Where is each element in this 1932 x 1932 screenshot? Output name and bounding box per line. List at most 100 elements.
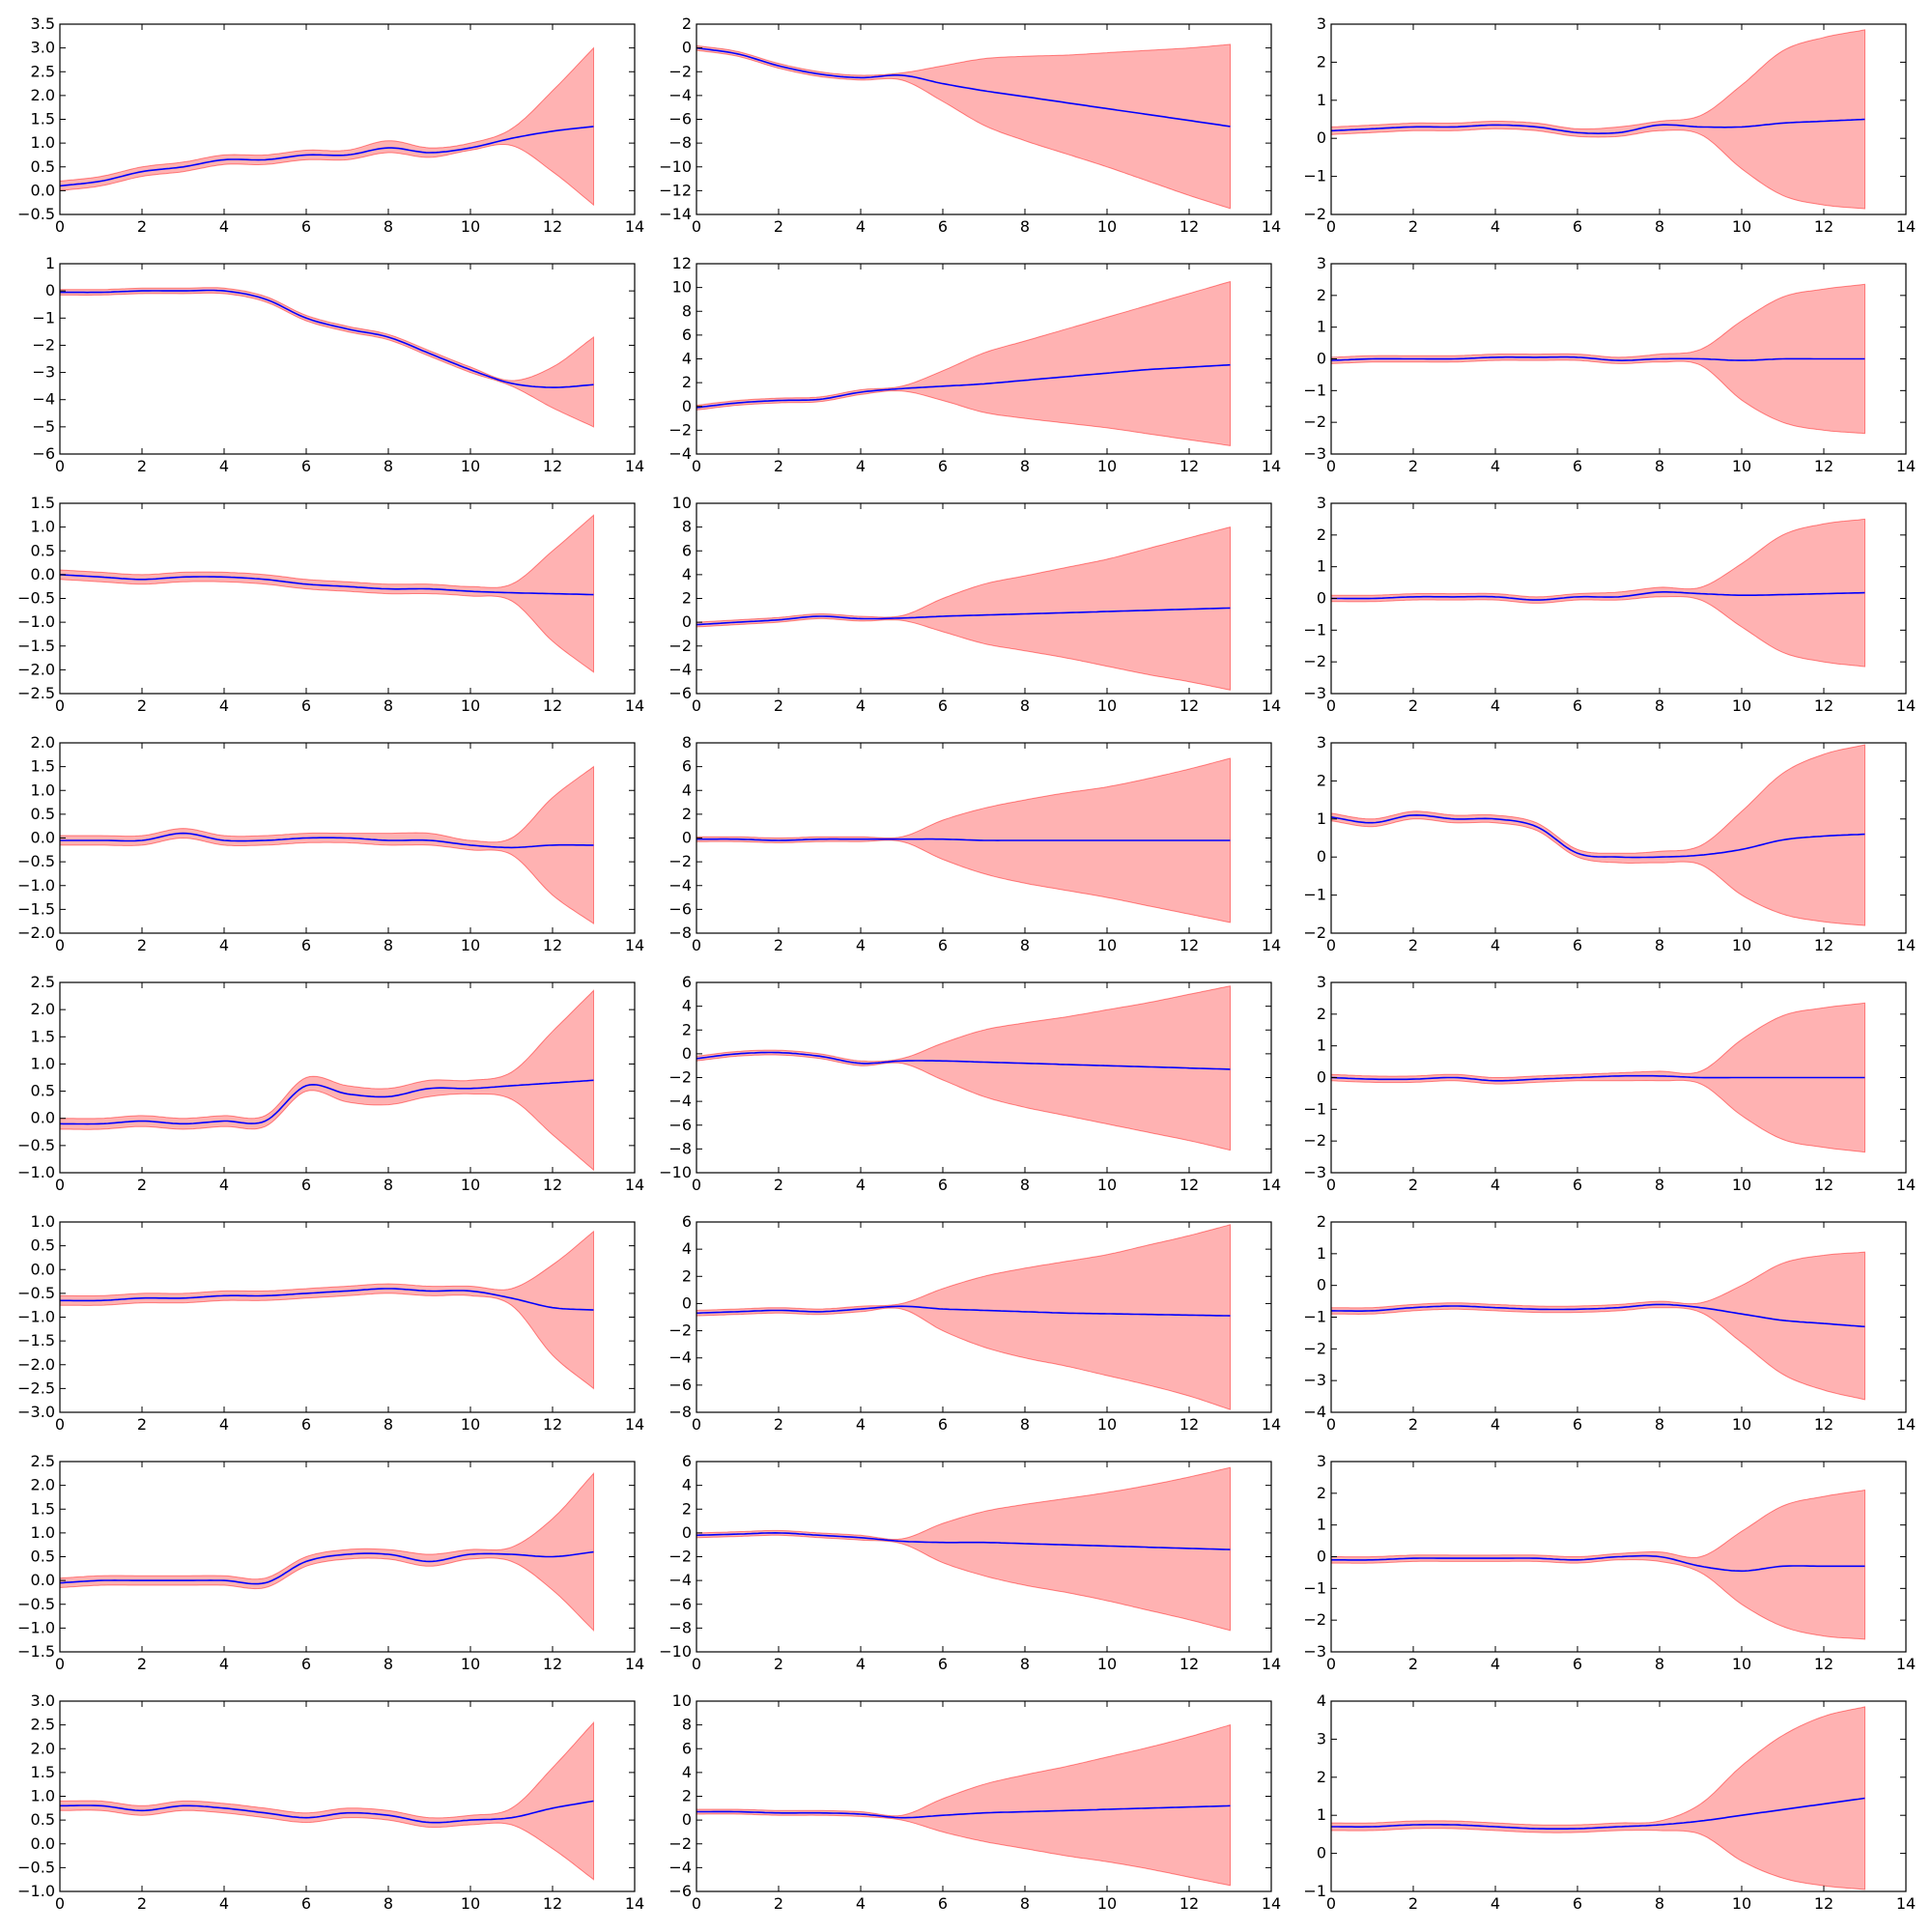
x-tick-label: 0 <box>55 1415 65 1434</box>
confidence-band <box>696 1723 1231 1887</box>
y-tick-label: 2 <box>1317 1768 1326 1786</box>
x-tick-label: 8 <box>1655 936 1664 954</box>
x-tick-label: 12 <box>1179 936 1199 954</box>
x-tick-label: 12 <box>543 457 562 475</box>
x-tick-label: 12 <box>1814 936 1833 954</box>
x-tick-label: 6 <box>1573 696 1582 715</box>
y-tick-label: 2 <box>1317 1212 1326 1231</box>
mean-line <box>60 832 594 849</box>
x-tick-label: 4 <box>1491 696 1500 715</box>
x-tick-label: 0 <box>1326 1894 1336 1913</box>
x-tick-label: 0 <box>55 936 65 954</box>
y-tick-label: −4 <box>668 1571 692 1589</box>
y-tick-label: −10 <box>659 157 692 176</box>
x-tick-label: 6 <box>301 696 311 715</box>
y-tick-label: 0 <box>682 1523 692 1542</box>
y-tick-label: 4 <box>1317 1691 1326 1710</box>
y-tick-label: 2 <box>1317 1484 1326 1502</box>
x-tick-label: 2 <box>1408 217 1418 236</box>
y-tick-label: 2 <box>682 1266 692 1285</box>
x-tick-label: 14 <box>1262 457 1281 475</box>
x-tick-label: 8 <box>384 1415 393 1434</box>
y-tick-label: −2 <box>1303 205 1326 223</box>
y-tick-label: −5 <box>32 417 55 436</box>
y-tick-label: 0.5 <box>31 1082 55 1100</box>
mean-line <box>59 574 594 596</box>
y-tick-label: 0.5 <box>31 805 55 823</box>
mean-line <box>696 1531 1231 1550</box>
x-tick-label: 4 <box>1491 1894 1500 1913</box>
x-tick-label: 8 <box>1655 1415 1664 1434</box>
y-tick-label: −0.5 <box>17 1858 55 1876</box>
y-tick-label: −2 <box>1303 923 1326 942</box>
y-tick-label: 6 <box>682 1452 692 1470</box>
y-tick-label: −1 <box>1303 1099 1326 1118</box>
y-tick-label: 2.0 <box>31 1476 55 1494</box>
x-tick-label: 14 <box>1896 1894 1916 1913</box>
x-tick-label: 12 <box>1814 1655 1833 1673</box>
y-tick-label: 0.0 <box>31 1834 55 1853</box>
y-tick-label: −2 <box>668 852 692 870</box>
x-tick-label: 4 <box>856 1894 866 1913</box>
x-tick-label: 6 <box>1573 1176 1582 1194</box>
subplot-13: 0 2 4 6 8 10 12 14 −1.0 −0.5 0.0 0.5 1.0 1.5 2.0 2.5 <box>17 973 644 1194</box>
y-tick-label: 0 <box>682 1293 692 1312</box>
mean-line <box>696 838 1231 841</box>
x-tick-label: 0 <box>55 1894 65 1913</box>
x-tick-label: 12 <box>1814 1415 1833 1434</box>
x-tick-label: 14 <box>625 1176 644 1194</box>
y-tick-label: 1 <box>45 254 55 272</box>
x-tick-label: 10 <box>461 217 480 236</box>
y-tick-label: 8 <box>682 301 692 320</box>
y-tick-label: −1.0 <box>17 612 55 631</box>
y-tick-label: −2 <box>668 1068 692 1087</box>
y-tick-label: 2.0 <box>31 1739 55 1757</box>
y-tick-label: 0 <box>45 281 55 299</box>
subplot-22: 0 2 4 6 8 10 12 14 −1.0 −0.5 0.0 0.5 1.0 1.5 2.0 2.5 3.0 <box>17 1691 644 1913</box>
y-tick-label: 1.0 <box>31 1054 55 1072</box>
y-tick-label: −1 <box>1303 167 1326 185</box>
y-tick-label: 2 <box>682 373 692 391</box>
x-tick-label: 6 <box>1573 217 1582 236</box>
x-tick-label: 8 <box>1655 457 1664 475</box>
x-tick-label: 4 <box>219 1894 229 1913</box>
x-tick-label: 0 <box>1326 1655 1336 1673</box>
y-tick-label: −8 <box>668 1618 692 1636</box>
y-tick-label: 6 <box>682 757 692 776</box>
axes-frame <box>696 1221 1272 1413</box>
x-tick-label: 14 <box>1896 1655 1916 1673</box>
mean-line <box>1330 1074 1865 1082</box>
x-tick-label: 8 <box>1655 696 1664 715</box>
x-tick-label: 12 <box>543 217 562 236</box>
y-tick-label: −6 <box>668 1882 692 1900</box>
y-tick-label: 2.5 <box>31 1452 55 1470</box>
axes-frame <box>1330 23 1907 215</box>
mean-line <box>1331 591 1865 601</box>
y-tick-label: 0.5 <box>31 1236 55 1255</box>
x-tick-label: 0 <box>692 1894 701 1913</box>
confidence-band <box>59 46 594 207</box>
x-tick-label: 8 <box>1655 1894 1664 1913</box>
x-tick-label: 2 <box>1408 1176 1418 1194</box>
x-tick-label: 6 <box>301 1894 311 1913</box>
x-tick-label: 8 <box>384 1655 393 1673</box>
x-tick-label: 12 <box>543 1415 562 1434</box>
y-tick-label: 0 <box>682 1810 692 1829</box>
x-tick-label: 14 <box>625 696 644 715</box>
x-tick-label: 8 <box>384 936 393 954</box>
x-tick-label: 12 <box>1179 696 1199 715</box>
y-tick-label: −2 <box>1303 412 1326 431</box>
x-tick-label: 12 <box>543 1894 562 1913</box>
y-tick-label: 1.5 <box>31 1027 55 1045</box>
x-tick-label: 0 <box>1326 1415 1336 1434</box>
x-tick-label: 4 <box>1491 936 1500 954</box>
y-tick-label: 3 <box>1317 1452 1326 1470</box>
subplot-8: 0 2 4 6 8 10 12 14 −6 −4 −2 0 2 4 6 8 10 <box>668 494 1281 715</box>
y-tick-label: −1 <box>1303 1882 1326 1900</box>
y-tick-label: 0 <box>682 829 692 847</box>
y-tick-label: −0.5 <box>17 1136 55 1154</box>
mean-line <box>696 607 1231 626</box>
subplot-7: 0 2 4 6 8 10 12 14 −2.5 −2.0 −1.5 −1.0 −0.5 0.0 0.5 1.0… <box>17 494 644 715</box>
y-tick-label: 2 <box>682 1020 692 1038</box>
y-tick-label: 6 <box>682 1739 692 1757</box>
